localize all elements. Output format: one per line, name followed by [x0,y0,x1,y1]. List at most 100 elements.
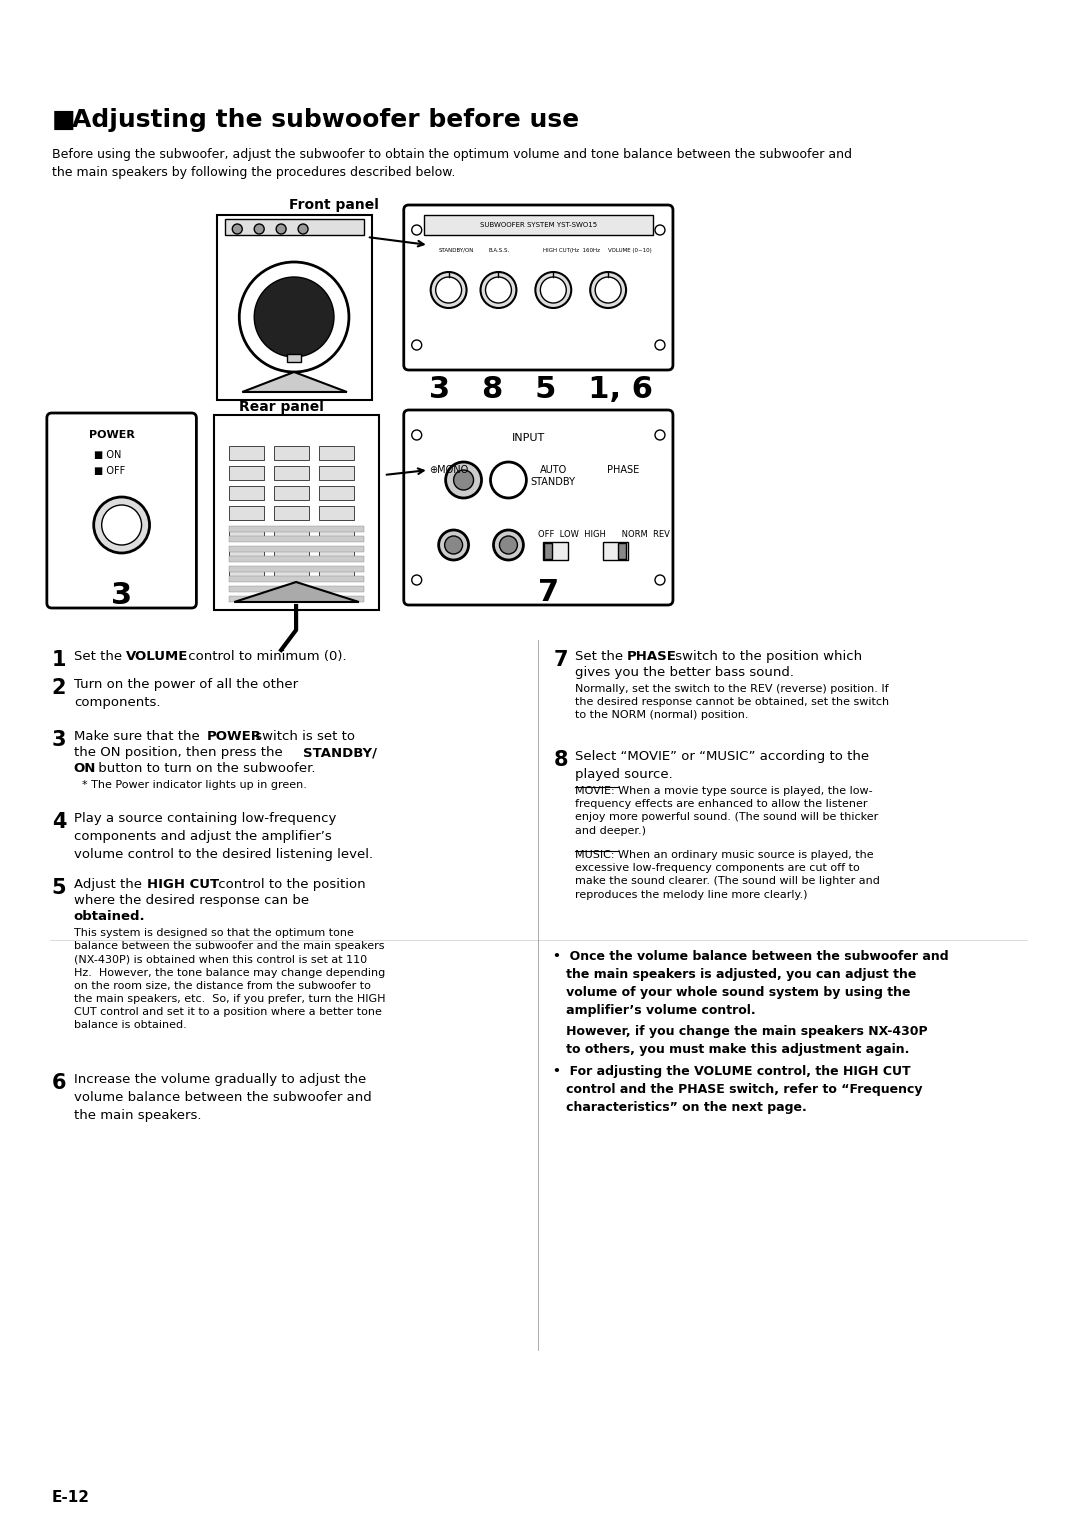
Circle shape [276,225,286,234]
Circle shape [590,272,626,309]
Text: gives you the better bass sound.: gives you the better bass sound. [576,666,794,678]
Circle shape [540,277,566,303]
Text: PHASE: PHASE [627,649,677,663]
Circle shape [494,530,524,559]
Text: the ON position, then press the: the ON position, then press the [73,746,287,759]
Text: SUBWOOFER SYSTEM YST-SWO15: SUBWOOFER SYSTEM YST-SWO15 [480,222,597,228]
Text: 3   8   5   1, 6: 3 8 5 1, 6 [429,374,652,403]
Circle shape [435,277,461,303]
Text: However, if you change the main speakers NX-430P
   to others, you must make thi: However, if you change the main speakers… [553,1025,928,1056]
Text: AUTO
STANDBY: AUTO STANDBY [530,465,576,487]
Circle shape [431,272,467,309]
Text: 8: 8 [553,750,568,770]
FancyBboxPatch shape [319,526,354,539]
Text: E-12: E-12 [52,1490,90,1505]
FancyBboxPatch shape [274,565,309,581]
FancyBboxPatch shape [229,526,265,539]
FancyBboxPatch shape [229,596,364,602]
Text: switch to the position which: switch to the position which [671,649,862,663]
Text: switch is set to: switch is set to [252,730,355,743]
FancyBboxPatch shape [229,526,364,532]
Circle shape [298,225,308,234]
FancyBboxPatch shape [404,205,673,370]
FancyBboxPatch shape [229,565,364,571]
Circle shape [536,272,571,309]
Circle shape [411,225,421,235]
Text: Play a source containing low-frequency
components and adjust the amplifier’s
vol: Play a source containing low-frequency c… [73,811,373,860]
Text: •  For adjusting the VOLUME control, the HIGH CUT
   control and the PHASE switc: • For adjusting the VOLUME control, the … [553,1065,922,1114]
FancyBboxPatch shape [319,545,354,559]
FancyBboxPatch shape [229,587,364,591]
FancyBboxPatch shape [423,215,653,235]
Text: Set the: Set the [73,649,126,663]
FancyBboxPatch shape [229,556,364,562]
FancyBboxPatch shape [229,466,265,480]
FancyBboxPatch shape [229,486,265,500]
Circle shape [411,575,421,585]
Circle shape [654,225,665,235]
Text: HIGH CUT(Hz  160Hz: HIGH CUT(Hz 160Hz [543,248,600,252]
Text: MUSIC: When an ordinary music source is played, the
excessive low-frequency comp: MUSIC: When an ordinary music source is … [576,850,880,900]
FancyBboxPatch shape [229,545,364,552]
Circle shape [446,461,482,498]
Text: STANDBY/: STANDBY/ [303,746,377,759]
Text: 5: 5 [52,879,67,898]
Circle shape [481,272,516,309]
FancyBboxPatch shape [404,410,673,605]
Text: 7: 7 [538,578,558,607]
Text: 2: 2 [52,678,66,698]
FancyBboxPatch shape [229,576,364,582]
Text: control to the position: control to the position [214,879,366,891]
Text: Rear panel: Rear panel [240,400,324,414]
FancyBboxPatch shape [319,565,354,581]
FancyBboxPatch shape [229,565,265,581]
Circle shape [102,504,141,545]
Text: ■ ON: ■ ON [94,451,121,460]
Circle shape [232,225,242,234]
FancyBboxPatch shape [544,542,552,559]
Text: This system is designed so that the optimum tone
balance between the subwoofer a: This system is designed so that the opti… [73,927,386,1030]
Text: •  Once the volume balance between the subwoofer and
   the main speakers is adj: • Once the volume balance between the su… [553,950,949,1018]
Text: ON: ON [73,762,96,775]
Text: Set the: Set the [576,649,627,663]
Text: 7: 7 [553,649,568,669]
FancyBboxPatch shape [603,542,629,559]
Circle shape [595,277,621,303]
Text: where the desired response can be: where the desired response can be [73,894,309,908]
Text: control to minimum (0).: control to minimum (0). [185,649,347,663]
Polygon shape [234,582,359,602]
Text: * The Power indicator lights up in green.: * The Power indicator lights up in green… [82,779,307,790]
FancyBboxPatch shape [217,215,372,400]
Circle shape [254,225,265,234]
FancyBboxPatch shape [274,486,309,500]
Text: 1: 1 [52,649,66,669]
Text: INPUT: INPUT [512,432,545,443]
FancyBboxPatch shape [274,545,309,559]
Circle shape [654,429,665,440]
Text: Make sure that the: Make sure that the [73,730,204,743]
Text: 3: 3 [52,730,66,750]
Text: 3: 3 [111,581,132,610]
Text: ■ OFF: ■ OFF [94,466,125,477]
Text: Select “MOVIE” or “MUSIC” according to the
played source.: Select “MOVIE” or “MUSIC” according to t… [576,750,869,781]
Circle shape [445,536,462,555]
Text: POWER: POWER [206,730,261,743]
Text: 4: 4 [52,811,66,833]
Circle shape [490,461,526,498]
FancyBboxPatch shape [46,413,197,608]
FancyBboxPatch shape [319,446,354,460]
Text: VOLUME: VOLUME [125,649,188,663]
Text: Turn on the power of all the other
components.: Turn on the power of all the other compo… [73,678,298,709]
Text: Before using the subwoofer, adjust the subwoofer to obtain the optimum volume an: Before using the subwoofer, adjust the s… [52,148,852,179]
Circle shape [411,341,421,350]
Text: ■: ■ [52,108,76,131]
FancyBboxPatch shape [287,354,301,362]
Polygon shape [242,371,347,393]
Circle shape [486,277,512,303]
Text: Increase the volume gradually to adjust the
volume balance between the subwoofer: Increase the volume gradually to adjust … [73,1073,372,1122]
Text: Adjusting the subwoofer before use: Adjusting the subwoofer before use [71,108,579,131]
Text: obtained.: obtained. [73,911,146,923]
Circle shape [94,497,149,553]
Text: B.A.S.S.: B.A.S.S. [488,248,510,252]
FancyBboxPatch shape [319,466,354,480]
